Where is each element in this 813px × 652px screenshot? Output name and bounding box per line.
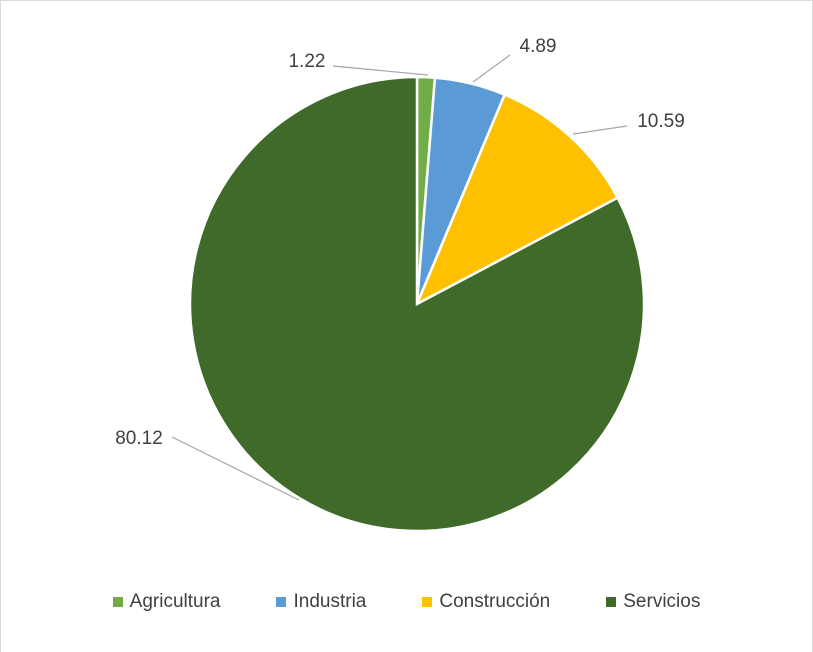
legend-item-agricultura: Agricultura <box>112 591 221 613</box>
leader-line-1 <box>472 54 511 83</box>
legend-item-construccion: Construcción <box>422 591 550 613</box>
legend-label-servicios: Servicios <box>623 591 701 612</box>
data-label-0: 1.22 <box>289 51 326 72</box>
leader-lines <box>171 54 628 501</box>
legend: Agricultura Industria Construcción Servi… <box>0 589 813 615</box>
legend-swatch-agricultura <box>112 597 123 607</box>
legend-item-servicios: Servicios <box>606 591 700 613</box>
pie-slice-construccion <box>414 92 620 307</box>
leader-line-3 <box>171 436 300 501</box>
legend-swatch-servicios <box>606 597 617 607</box>
pie-slice-servicios <box>188 75 646 533</box>
data-labels: 1.22 4.89 10.59 80.12 <box>115 36 685 449</box>
legend-swatch-construccion <box>422 597 433 607</box>
data-label-2: 10.59 <box>637 111 685 132</box>
legend-label-industria: Industria <box>293 591 367 612</box>
legend-swatch-industria <box>276 597 287 607</box>
legend-item-industria: Industria <box>276 591 366 613</box>
data-label-3: 80.12 <box>115 428 163 449</box>
legend-label-construccion: Construcción <box>439 591 551 612</box>
data-label-1: 4.89 <box>520 36 557 57</box>
leader-line-2 <box>572 125 628 135</box>
pie-slices <box>188 75 646 533</box>
legend-label-agricultura: Agricultura <box>129 591 221 612</box>
leader-line-0 <box>332 65 429 76</box>
